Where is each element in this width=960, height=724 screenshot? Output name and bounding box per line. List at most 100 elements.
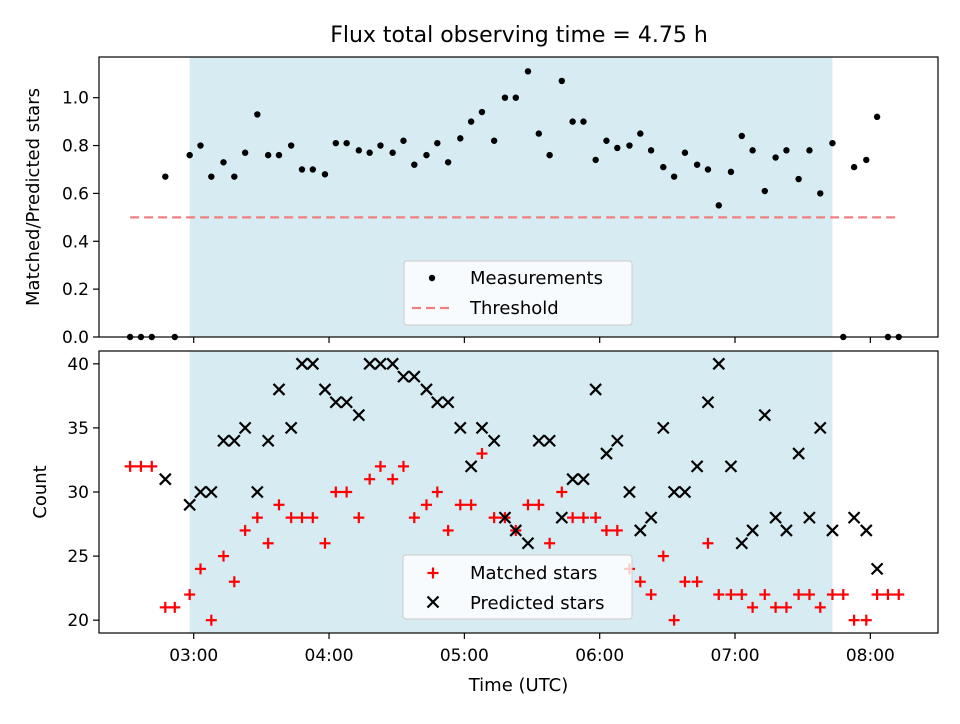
matched-star-point xyxy=(780,601,792,613)
measurement-point xyxy=(220,159,227,166)
measurement-point xyxy=(254,111,261,118)
y-tick-label: 0.4 xyxy=(62,232,89,252)
cross-b xyxy=(426,595,440,609)
cross-b xyxy=(408,370,421,383)
matched-star-point xyxy=(124,460,136,472)
cross-b xyxy=(329,395,343,409)
predicted-star-point xyxy=(792,447,805,460)
measurement-point xyxy=(873,113,881,121)
measurement-point xyxy=(647,147,655,154)
cross-b xyxy=(860,524,873,537)
cross-b xyxy=(769,511,782,524)
measurement-point xyxy=(558,77,566,85)
y-tick-label: 25 xyxy=(67,547,89,567)
measurement-point xyxy=(569,118,576,125)
predicted-star-point xyxy=(860,524,873,537)
predicted-star-point xyxy=(870,562,884,576)
legend-label-matched: Matched stars xyxy=(470,563,597,584)
cross-b xyxy=(509,524,523,537)
predicted-star-point xyxy=(251,485,264,499)
measurement-point xyxy=(332,139,340,147)
predicted-star-point xyxy=(454,421,467,435)
legend-box xyxy=(402,554,633,620)
matched-star-point xyxy=(465,499,477,511)
matched-star-point xyxy=(702,537,714,549)
predicted-star-point xyxy=(746,524,759,537)
measurement-point xyxy=(795,175,802,183)
measurement-point xyxy=(580,118,587,125)
matched-star-point xyxy=(770,601,782,613)
cross-b xyxy=(712,357,726,371)
measurement-point xyxy=(389,149,396,156)
measurement-point xyxy=(637,130,644,137)
measurement-point xyxy=(783,147,790,154)
matched-star-point xyxy=(668,614,680,626)
predicted-star-point xyxy=(701,395,715,409)
matched-star-point xyxy=(826,589,838,601)
cross-b xyxy=(284,421,298,435)
predicted-star-point xyxy=(464,460,478,473)
measurement-point xyxy=(704,166,712,173)
cross-b xyxy=(678,485,692,499)
predicted-star-point xyxy=(329,395,343,409)
matched-star-point xyxy=(747,601,759,613)
predicted-star-point xyxy=(397,370,410,383)
cross-b xyxy=(397,370,410,383)
matched-star-point xyxy=(146,460,158,472)
predicted-star-point xyxy=(555,511,569,524)
matched-star-point xyxy=(341,486,353,498)
matched-star-point xyxy=(691,576,703,588)
y-tick-label: 0.0 xyxy=(62,328,89,348)
matched-star-point xyxy=(793,589,805,601)
matched-star-point xyxy=(871,589,883,601)
matched-star-point xyxy=(228,576,240,588)
cross-b xyxy=(363,357,376,371)
cross-b xyxy=(577,472,590,486)
matched-star-point xyxy=(611,524,623,536)
predicted-star-point xyxy=(306,357,320,371)
matched-star-point xyxy=(420,499,432,511)
predicted-star-point xyxy=(667,485,681,499)
measurement-point xyxy=(264,151,272,159)
matched-star-point xyxy=(296,512,308,524)
cross-b xyxy=(634,524,647,537)
matched-star-point xyxy=(713,589,725,601)
measurement-point xyxy=(400,137,407,144)
cross-b xyxy=(780,524,793,537)
predicted-star-point xyxy=(272,383,286,396)
cross-b xyxy=(701,395,715,409)
measurement-point xyxy=(275,151,283,159)
matched-star-point xyxy=(251,512,263,524)
cross-b xyxy=(555,511,569,524)
cross-b xyxy=(521,536,535,550)
cross-b xyxy=(475,421,489,435)
bottom-panel: 20 25 30 35 40 03:00 04:00 05:00 06:00 07:00 08:0… xyxy=(30,350,939,696)
legend-label-measurements: Measurements xyxy=(470,268,603,289)
measurement-point xyxy=(423,151,430,159)
predicted-star-point xyxy=(475,421,489,435)
matched-star-point xyxy=(837,589,849,601)
measurement-points xyxy=(126,68,902,341)
matched-star-point xyxy=(217,550,229,562)
matched-star-point xyxy=(736,589,748,601)
measurement-point xyxy=(715,202,722,209)
measurement-point xyxy=(761,187,768,195)
cross-b xyxy=(352,408,366,422)
measurement-point xyxy=(343,139,350,147)
matched-star-point xyxy=(577,512,589,524)
matched-star-point xyxy=(285,512,297,524)
predicted-star-point xyxy=(566,472,579,486)
matched-star-point xyxy=(205,614,217,626)
measurement-point xyxy=(535,130,542,137)
x-tick-label: 03:00 xyxy=(169,646,218,666)
matched-star-point xyxy=(387,473,399,485)
matched-star-point xyxy=(544,537,556,549)
predicted-star-point xyxy=(509,524,523,537)
predicted-star-point xyxy=(340,395,353,409)
cross-b xyxy=(657,421,670,435)
cross-b xyxy=(611,434,624,448)
figure-title: Flux total observing time = 4.75 h xyxy=(330,23,708,48)
matched-star-point xyxy=(848,614,860,626)
predicted-star-point xyxy=(498,511,512,524)
top-x-ticks xyxy=(193,337,871,343)
